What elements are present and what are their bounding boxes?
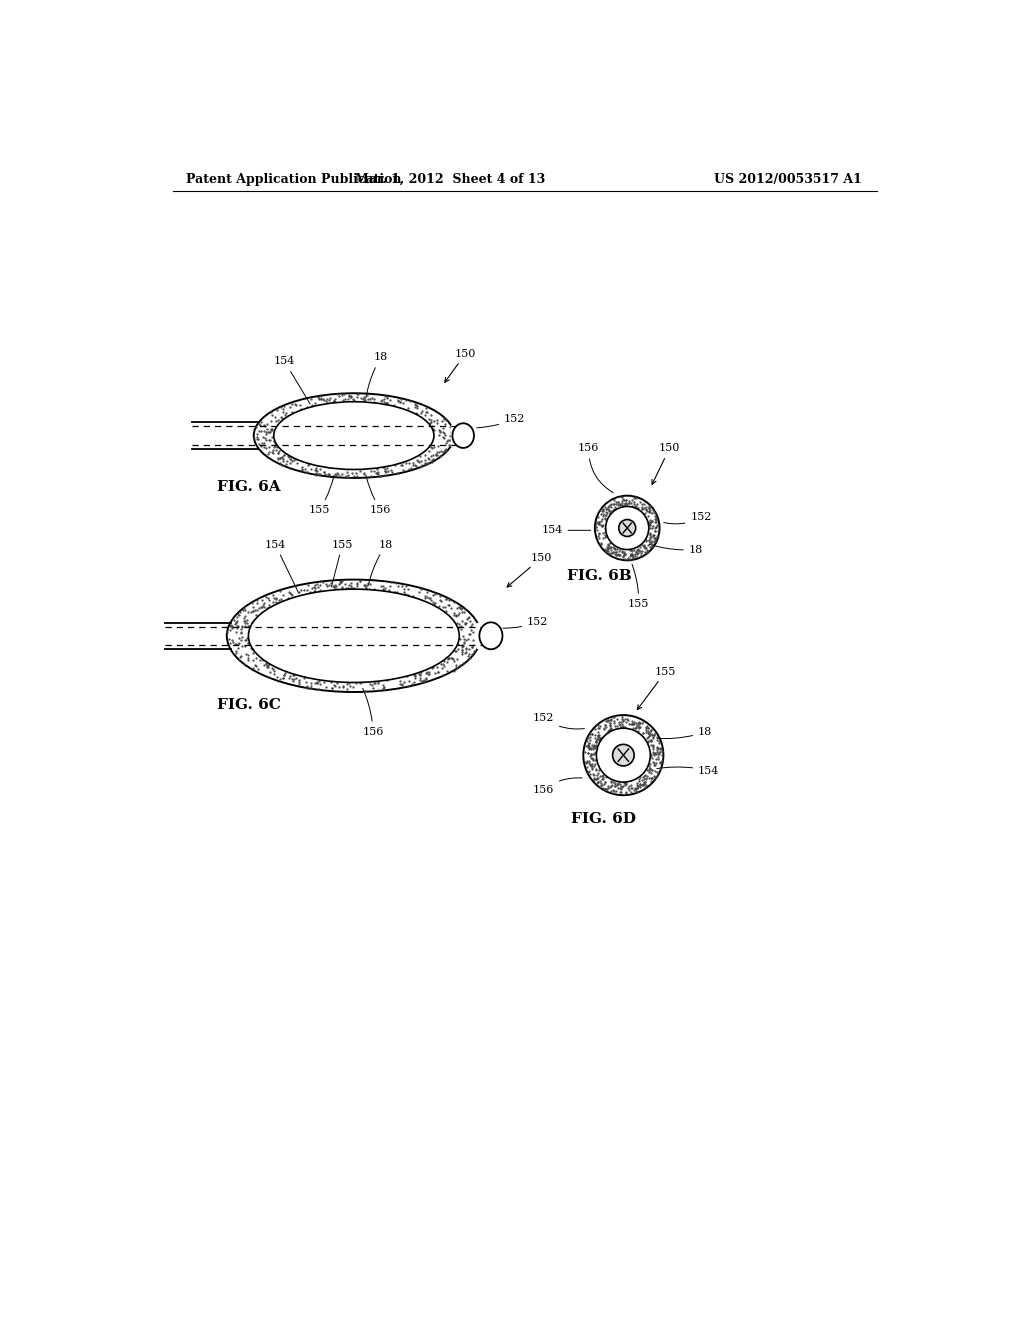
- Text: 154: 154: [273, 356, 310, 404]
- Circle shape: [584, 715, 664, 795]
- Text: FIG. 6D: FIG. 6D: [571, 812, 636, 826]
- Ellipse shape: [249, 589, 460, 682]
- Text: 156: 156: [366, 475, 391, 515]
- Text: 18: 18: [366, 352, 388, 399]
- Text: 155: 155: [332, 540, 353, 587]
- Text: FIG. 6B: FIG. 6B: [567, 569, 632, 582]
- Text: 150: 150: [507, 553, 552, 587]
- Text: US 2012/0053517 A1: US 2012/0053517 A1: [714, 173, 862, 186]
- Text: 152: 152: [503, 616, 549, 628]
- Ellipse shape: [273, 401, 434, 470]
- Text: 154: 154: [264, 540, 299, 593]
- Ellipse shape: [254, 393, 454, 478]
- Text: 152: 152: [477, 413, 525, 428]
- Text: 156: 156: [578, 444, 613, 492]
- Circle shape: [618, 520, 636, 536]
- Text: 152: 152: [532, 713, 585, 729]
- Text: 18: 18: [369, 540, 393, 585]
- Text: 156: 156: [532, 777, 582, 795]
- Text: 155: 155: [308, 475, 334, 515]
- Text: 156: 156: [362, 688, 384, 737]
- Text: 150: 150: [652, 444, 680, 484]
- Ellipse shape: [226, 579, 481, 692]
- Ellipse shape: [479, 622, 503, 649]
- Text: 155: 155: [628, 565, 649, 609]
- Text: FIG. 6C: FIG. 6C: [217, 698, 281, 711]
- Ellipse shape: [453, 424, 474, 447]
- Circle shape: [596, 729, 650, 781]
- Text: 154: 154: [541, 525, 591, 536]
- Circle shape: [595, 495, 659, 560]
- Text: 154: 154: [657, 766, 720, 776]
- Text: 152: 152: [664, 512, 712, 524]
- Text: 155: 155: [637, 667, 677, 710]
- Text: 150: 150: [444, 348, 476, 383]
- Circle shape: [612, 744, 634, 766]
- Text: 18: 18: [649, 544, 703, 554]
- Text: Mar. 1, 2012  Sheet 4 of 13: Mar. 1, 2012 Sheet 4 of 13: [355, 173, 545, 186]
- Circle shape: [605, 507, 649, 549]
- Text: FIG. 6A: FIG. 6A: [217, 480, 281, 494]
- Text: 18: 18: [657, 727, 713, 739]
- Text: Patent Application Publication: Patent Application Publication: [186, 173, 401, 186]
